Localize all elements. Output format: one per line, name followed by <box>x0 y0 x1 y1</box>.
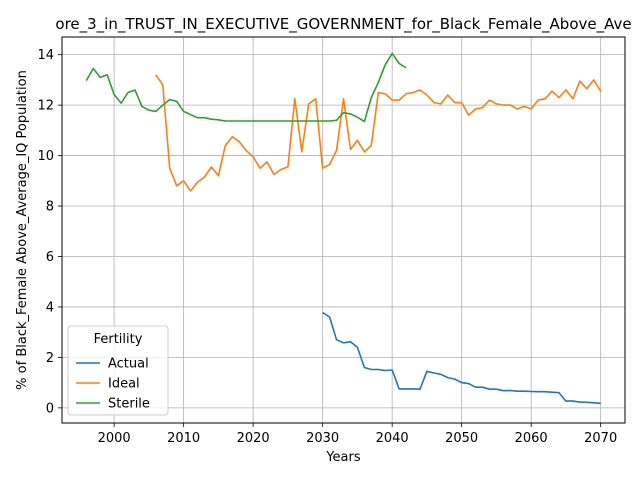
y-tick-label: 10 <box>37 149 54 164</box>
y-tick-label: 12 <box>37 99 54 114</box>
x-tick-label: 2060 <box>515 431 548 446</box>
y-tick-label: 8 <box>46 200 54 215</box>
series-line-ideal <box>155 74 602 192</box>
series-line-actual <box>322 311 601 405</box>
legend-title: Fertility <box>94 332 143 347</box>
x-tick-label: 2010 <box>167 431 200 446</box>
y-tick-label: 6 <box>46 250 54 265</box>
legend-entries: Actual Ideal Sterile <box>76 357 150 412</box>
legend-label-ideal: Ideal <box>108 377 140 392</box>
series-layer <box>85 52 602 405</box>
legend-label-actual: Actual <box>108 357 149 372</box>
x-tick-label: 2020 <box>237 431 270 446</box>
legend-label-sterile: Sterile <box>108 397 150 412</box>
x-tick-label: 2050 <box>445 431 478 446</box>
x-ticks: 2000 2010 2020 2030 2040 2050 2060 2070 <box>98 423 617 446</box>
chart-title: ore_3_in_TRUST_IN_EXECUTIVE_GOVERNMENT_f… <box>55 15 631 34</box>
x-tick-label: 2030 <box>306 431 339 446</box>
y-tick-label: 2 <box>46 351 54 366</box>
y-ticks: 0 2 4 6 8 10 12 14 <box>37 48 62 416</box>
legend-box <box>67 325 169 416</box>
legend: Fertility Actual Ideal Sterile <box>67 325 169 416</box>
grid <box>62 37 625 423</box>
y-axis-label: % of Black_Female Above_Average_IQ Popul… <box>15 70 30 390</box>
series-line-sterile <box>85 52 407 123</box>
x-tick-label: 2070 <box>584 431 617 446</box>
x-tick-label: 2000 <box>98 431 131 446</box>
y-tick-label: 4 <box>46 300 54 315</box>
plot-frame <box>61 36 626 424</box>
y-tick-label: 0 <box>46 401 54 416</box>
y-tick-label: 14 <box>37 48 54 63</box>
x-axis-label: Years <box>325 450 361 465</box>
x-tick-label: 2040 <box>376 431 409 446</box>
